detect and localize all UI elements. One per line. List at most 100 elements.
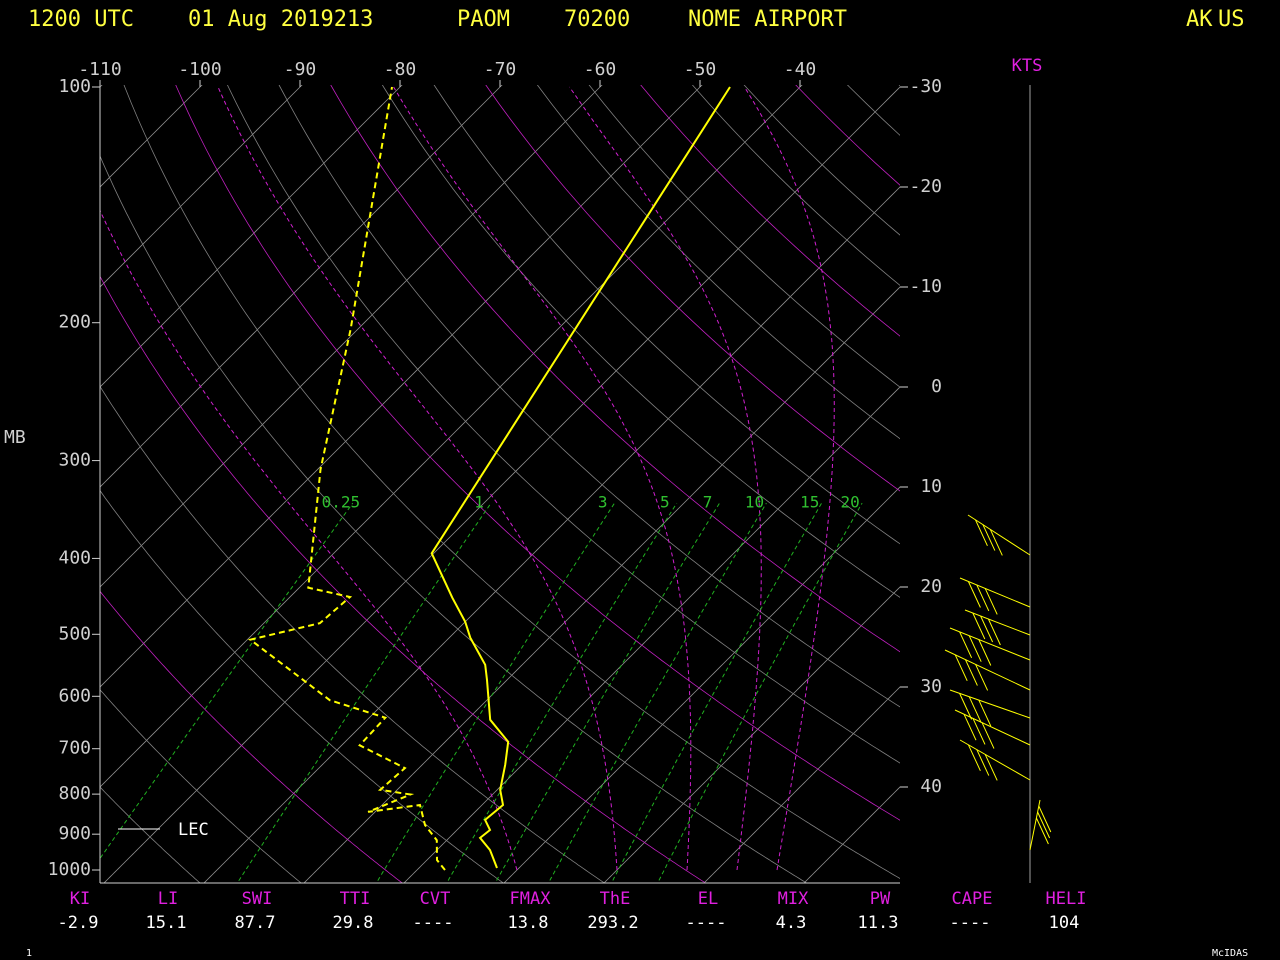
dry-adiabat [278,85,900,708]
isotherm [803,786,900,883]
dry-adiabat [100,155,808,883]
isotherm [703,686,900,883]
station: PAOM [457,7,510,32]
dry-adiabat-major [1087,70,1280,887]
isotherm [1000,70,1280,887]
wind-barb-feather [963,713,977,741]
dry-adiabat [0,70,1,887]
y-tick-label: 900 [58,823,91,844]
y-tick-label: 200 [58,312,91,333]
right-tick-label: -30 [909,76,942,97]
dry-adiabat [227,85,900,764]
wind-barb-feather [989,529,1003,556]
legend-label: LEC [178,820,209,840]
index-value: ---- [950,913,991,933]
date: 01 Aug 2019213 [188,7,373,32]
dry-adiabat-major [100,590,403,883]
mixing-ratio-line [547,502,767,883]
wind-barb-feather [978,639,992,666]
index-value: 29.8 [333,913,374,933]
index-label: PW [870,889,891,909]
wind-barb-feather [954,654,968,682]
mixing-ratio-line [610,502,823,883]
index-value: 87.7 [235,913,276,933]
mixing-ratio-line [236,502,492,883]
wind-barb-feather [967,581,981,608]
right-tick-label: 20 [920,576,942,597]
moist-adiabat [393,86,692,871]
wind-barb-feather [976,584,990,612]
index-value: 11.3 [858,913,899,933]
page-number: 1 [26,948,32,959]
dry-adiabat [743,85,900,236]
mixing-ratio-label: 1 [474,493,484,512]
wind-barb-feather [1035,817,1049,845]
dry-adiabat-major [330,85,900,653]
y-tick-label: 1000 [48,859,91,880]
dry-adiabat-major [795,85,900,186]
dry-adiabat [100,786,201,883]
dry-adiabat [381,85,900,598]
index-label: CAPE [952,889,993,909]
dry-adiabat-major [640,85,900,337]
index-value: 15.1 [146,913,187,933]
index-value: 104 [1049,913,1080,933]
wind-barb [964,609,1031,636]
index-label: LI [158,889,178,909]
mixing-ratio-label: 7 [703,493,713,512]
wind-barb [954,709,1031,746]
top-tick-label: -40 [784,59,817,80]
right-tick-label: -20 [909,176,942,197]
wind-barb-feather [975,664,989,691]
wind-barb [949,689,1031,719]
index-value: 4.3 [776,913,807,933]
index-value: -2.9 [58,913,99,933]
wind-barb-feather [959,693,973,720]
isotherm [203,186,900,883]
top-tick-label: -80 [384,59,417,80]
mixing-ratio-label: 5 [660,493,670,512]
index-label: MIX [778,889,809,909]
isotherm [103,86,900,883]
time: 1200 UTC [28,7,134,32]
mixing-ratio-line [494,502,720,883]
isotherm [403,386,900,883]
dry-adiabat [536,85,900,440]
dry-adiabat-major [934,70,1280,887]
mixing-ratio-label: 15 [800,493,819,512]
mixing-ratio-label: 20 [841,493,860,512]
y-tick-label: 500 [58,623,91,644]
station-id: 70200 [564,7,630,32]
wind-barb [959,577,1031,608]
y-tick-label: 400 [58,547,91,568]
dry-adiabat [433,85,900,545]
index-label: TTI [340,889,371,909]
mixing-ratio-label: 3 [598,493,608,512]
top-tick-label: -100 [178,59,221,80]
right-tick-label: 30 [920,676,942,697]
wind-barb-feather [972,718,986,745]
index-value: 13.8 [508,913,549,933]
index-label: FMAX [510,889,552,909]
wind-barb-feather [964,659,978,686]
dry-adiabat [100,489,504,883]
wind-barb [959,739,1031,781]
moist-adiabat [744,86,835,871]
moist-adiabat [217,86,618,871]
top-tick-label: -90 [284,59,317,80]
right-tick-label: 40 [920,776,942,797]
isotherm [900,70,1280,887]
wind-barb-feather [978,699,992,727]
index-value: ---- [413,913,454,933]
wind-barb-feather [968,696,982,723]
right-tick-label: 0 [931,376,942,397]
moist-adiabat [100,209,518,871]
y-tick-label: 100 [58,76,91,97]
dry-adiabat [100,385,606,883]
y-tick-label: 700 [58,738,91,759]
moist-adiabat [569,86,762,871]
mixing-ratio-label: 0.25 [322,493,361,512]
dewpoint-line [248,86,446,871]
wind-barb-feather [972,612,986,640]
